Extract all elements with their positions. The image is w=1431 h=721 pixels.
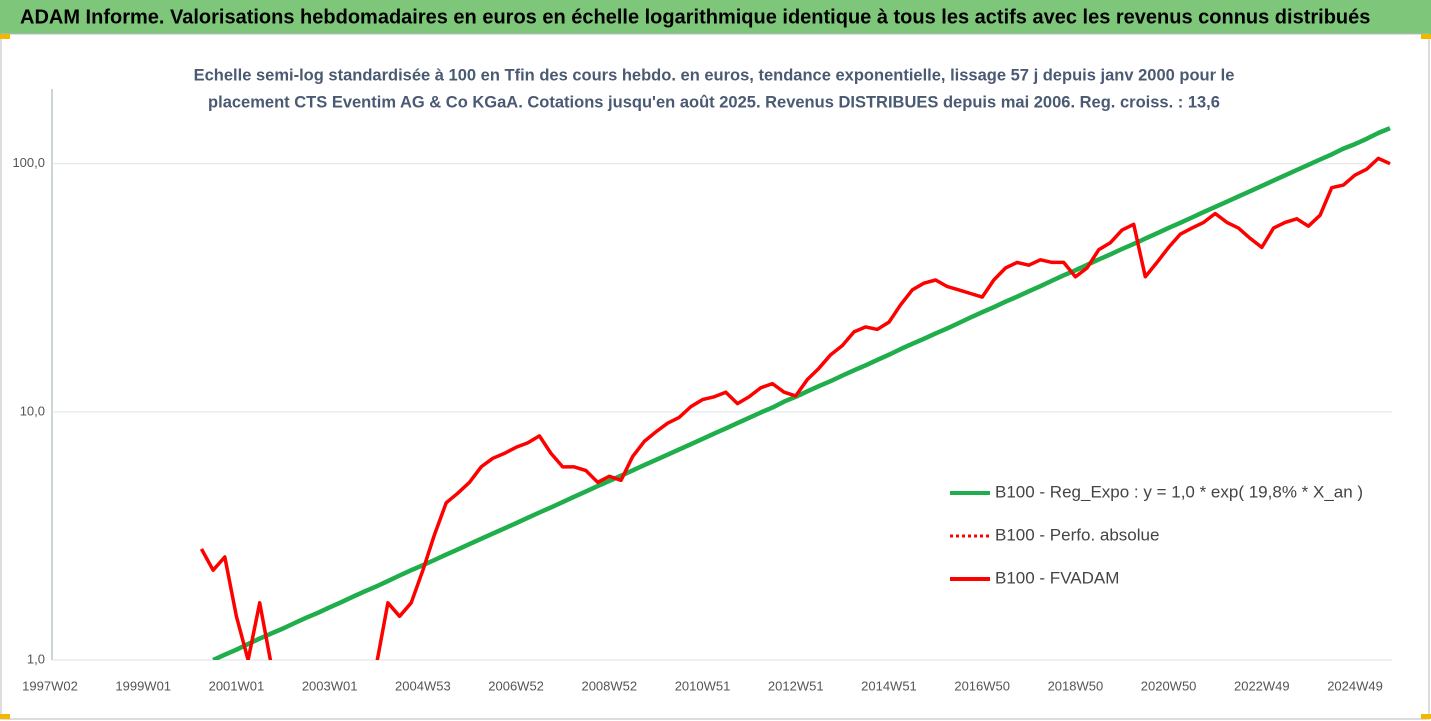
frame — [0, 33, 1430, 720]
x-tick-label: 1999W01 — [115, 678, 171, 693]
x-tick-label: 2003W01 — [302, 678, 358, 693]
series-line — [199, 156, 1391, 660]
plot-area — [199, 126, 1391, 660]
x-tick-label: 2012W51 — [768, 678, 824, 693]
x-tick-label: 2008W52 — [581, 678, 637, 693]
x-tick-label: 2004W53 — [395, 678, 451, 693]
x-tick-label: 2024W49 — [1327, 678, 1383, 693]
legend-label: B100 - Perfo. absolue — [995, 525, 1159, 544]
legend-label: B100 - Reg_Expo : y = 1,0 * exp( 19,8% *… — [995, 482, 1363, 501]
x-tick-label: 2001W01 — [209, 678, 265, 693]
x-tick-label: 2010W51 — [675, 678, 731, 693]
corner — [1421, 714, 1431, 719]
x-tick-label: 2020W50 — [1141, 678, 1197, 693]
x-tick-label: 2018W50 — [1048, 678, 1104, 693]
chart-title: ADAM Informe. Valorisations hebdomadaire… — [20, 6, 1370, 28]
corner — [1421, 34, 1431, 39]
corner — [0, 714, 10, 719]
corner — [0, 34, 10, 39]
subtitle: Echelle semi-log standardisée à 100 en T… — [194, 66, 1235, 84]
x-tick-label: 2014W51 — [861, 678, 917, 693]
x-tick-label: 2016W50 — [954, 678, 1010, 693]
x-tick-label: 2022W49 — [1234, 678, 1290, 693]
subtitle: placement CTS Eventim AG & Co KGaA. Cota… — [208, 93, 1220, 111]
x-tick-label: 2006W52 — [488, 678, 544, 693]
x-tick-label: 1997W02 — [22, 678, 78, 693]
legend-label: B100 - FVADAM — [995, 568, 1119, 587]
header-bar — [0, 0, 1431, 34]
y-tick-label: 1,0 — [27, 651, 45, 666]
y-tick-label: 100,0 — [12, 155, 45, 170]
series-line — [212, 126, 1391, 660]
y-tick-label: 10,0 — [20, 403, 45, 418]
